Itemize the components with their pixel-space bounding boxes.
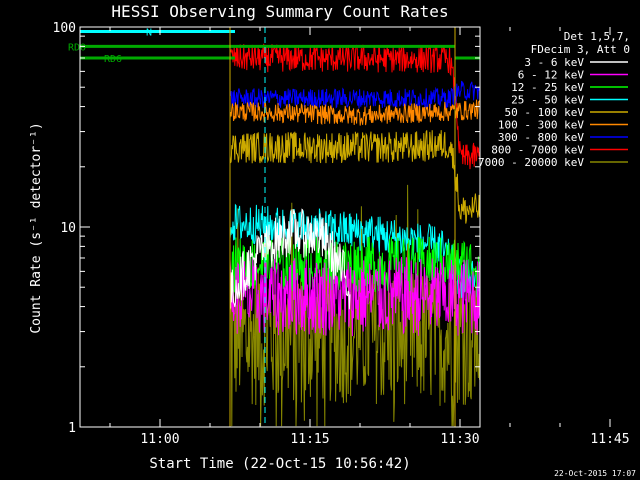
series-trace-5 (229, 130, 480, 224)
series-trace-2 (229, 256, 480, 337)
legend-label-9: 7000 - 20000 keV (478, 156, 584, 169)
x-axis-label: Start Time (22-Oct-15 10:56:42) (149, 456, 410, 472)
x-tick-label-0: 11:00 (140, 432, 179, 447)
x-tick-label-3: 11:45 (590, 432, 629, 447)
flag-label-n: N (146, 27, 152, 38)
series-trace-4 (229, 203, 480, 299)
y-tick-label-1: 10 (60, 221, 76, 236)
y-axis-label: Count Rate (s⁻¹ detector⁻¹) (29, 122, 44, 333)
series-trace-6 (229, 99, 480, 126)
series-trace-1 (229, 208, 351, 310)
legend-label-3: 12 - 25 keV (511, 81, 584, 94)
series-trace-7 (229, 80, 480, 110)
legend-label-4: 25 - 50 keV (511, 94, 584, 107)
footer-date: 22-Oct-2015 17:07 (554, 469, 636, 478)
series-trace-9 (229, 184, 480, 427)
legend-label-7: 300 - 800 keV (498, 131, 584, 144)
legend-label-1: 3 - 6 keV (524, 56, 584, 69)
legend-header-0: Det 1,5,7, (564, 30, 630, 43)
chart-title: HESSI Observing Summary Count Rates (111, 2, 448, 21)
series-trace-3 (229, 236, 480, 293)
y-tick-label-0: 1 (68, 421, 76, 436)
y-tick-label-2: 100 (53, 21, 76, 36)
flag-label-rd6: RD6 (104, 54, 122, 65)
plot-area (80, 27, 480, 427)
legend-header-1: FDecim 3, Att 0 (531, 43, 630, 56)
x-tick-label-2: 11:30 (440, 432, 479, 447)
flag-label-rd0: RD0 (68, 42, 86, 53)
legend-label-2: 6 - 12 keV (518, 69, 585, 82)
x-tick-label-1: 11:15 (290, 432, 329, 447)
axes: NRD0RD611:0011:1511:3011:4512:0012:1512:… (53, 21, 630, 447)
legend-label-5: 50 - 100 keV (505, 106, 585, 119)
legend-label-8: 800 - 7000 keV (491, 144, 584, 157)
legend-label-6: 100 - 300 keV (498, 119, 584, 132)
